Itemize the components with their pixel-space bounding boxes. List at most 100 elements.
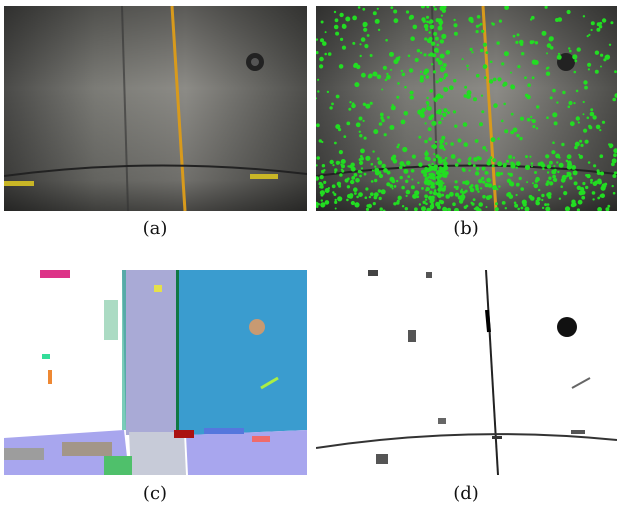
keypoint-marker <box>426 103 429 107</box>
keypoint-marker <box>371 169 374 172</box>
keypoint-marker <box>462 122 468 127</box>
keypoint-marker <box>469 187 475 193</box>
keypoint-marker <box>428 165 434 171</box>
keypoint-marker <box>428 31 431 34</box>
keypoint-marker <box>438 199 443 204</box>
keypoint-marker <box>515 161 521 167</box>
keypoint-marker <box>436 110 441 115</box>
keypoint-marker <box>510 112 514 116</box>
keypoint-marker <box>596 27 601 32</box>
keypoint-marker <box>396 95 400 99</box>
keypoint-marker <box>453 23 458 28</box>
keypoint-marker <box>324 52 327 56</box>
keypoint-marker <box>344 178 349 183</box>
keypoint-marker <box>427 182 431 186</box>
keypoint-marker <box>366 34 370 37</box>
keypoint-marker <box>412 193 418 199</box>
keypoint-marker <box>428 20 432 24</box>
keypoint-marker <box>358 116 363 121</box>
keypoint-marker <box>421 17 426 22</box>
keypoint-marker <box>423 23 429 29</box>
keypoint-marker <box>560 185 563 188</box>
keypoint-marker <box>553 178 558 182</box>
keypoint-marker <box>510 71 512 74</box>
keypoint-marker <box>609 145 613 149</box>
keypoint-marker <box>485 51 489 54</box>
keypoint-marker <box>562 90 566 95</box>
keypoint-marker <box>573 181 578 186</box>
keypoint-marker <box>531 59 537 65</box>
keypoint-marker <box>412 24 418 30</box>
keypoint-marker <box>604 55 608 59</box>
keypoint-marker <box>465 93 471 99</box>
keypoint-marker <box>440 117 444 121</box>
keypoint-marker <box>500 172 504 176</box>
keypoint-marker <box>432 6 436 8</box>
keypoint-marker <box>432 176 436 181</box>
keypoint-marker <box>453 79 457 83</box>
keypoint-marker <box>379 207 383 211</box>
keypoint-marker <box>443 165 449 171</box>
keypoint-marker <box>425 202 428 206</box>
keypoint-marker <box>376 7 379 10</box>
keypoint-marker <box>549 96 553 100</box>
keypoint-marker <box>419 75 424 80</box>
keypoint-marker <box>343 135 347 139</box>
keypoint-marker <box>519 116 524 121</box>
keypoint-marker <box>480 94 484 97</box>
keypoint-marker <box>378 122 383 126</box>
keypoint-marker <box>441 193 445 197</box>
panel-d-binary <box>316 270 617 475</box>
keypoint-marker <box>442 182 445 185</box>
keypoint-marker <box>568 47 571 50</box>
keypoint-marker <box>549 160 553 165</box>
keypoint-marker <box>378 196 382 201</box>
keypoint-marker <box>558 197 562 200</box>
keypoint-marker <box>393 18 399 24</box>
keypoint-marker <box>317 90 320 93</box>
keypoint-marker <box>419 70 423 73</box>
keypoint-marker <box>582 113 585 116</box>
keypoint-marker <box>590 21 595 26</box>
keypoint-marker <box>599 154 604 158</box>
keypoint-marker <box>474 184 479 189</box>
photo-a-image <box>4 6 307 211</box>
keypoint-marker <box>586 35 589 38</box>
keypoint-marker <box>587 161 591 164</box>
keypoint-marker <box>360 171 363 174</box>
keypoint-marker <box>383 133 387 137</box>
keypoint-marker <box>600 65 602 68</box>
keypoint-marker <box>338 64 344 69</box>
keypoint-marker <box>430 184 434 189</box>
keypoint-marker <box>443 161 448 167</box>
keypoint-marker <box>614 70 617 74</box>
keypoint-marker <box>423 70 428 76</box>
keypoint-marker <box>352 15 357 21</box>
keypoint-marker <box>340 163 343 166</box>
keypoint-marker <box>457 158 462 163</box>
keypoint-marker <box>425 15 430 19</box>
keypoint-marker <box>477 190 480 193</box>
keypoint-marker <box>378 171 382 175</box>
keypoint-marker <box>504 129 509 134</box>
keypoint-marker <box>520 187 524 191</box>
keypoint-marker <box>572 170 578 176</box>
keypoint-marker <box>432 53 437 58</box>
keypoint-marker <box>593 164 597 168</box>
keypoint-marker <box>429 199 434 204</box>
keypoint-marker <box>428 53 431 57</box>
keypoint-marker <box>374 178 378 183</box>
keypoint-marker <box>574 59 578 63</box>
keypoint-marker <box>601 18 607 23</box>
keypoint-marker <box>359 160 364 165</box>
keypoint-marker <box>405 194 408 197</box>
keypoint-marker <box>379 112 384 117</box>
keypoint-marker <box>575 116 580 121</box>
keypoint-marker <box>334 18 339 23</box>
keypoint-marker <box>436 205 441 210</box>
keypoint-marker <box>454 163 459 167</box>
keypoint-marker <box>441 112 445 116</box>
keypoint-marker <box>438 120 442 125</box>
keypoint-marker <box>443 87 449 92</box>
keypoint-marker <box>512 34 516 38</box>
